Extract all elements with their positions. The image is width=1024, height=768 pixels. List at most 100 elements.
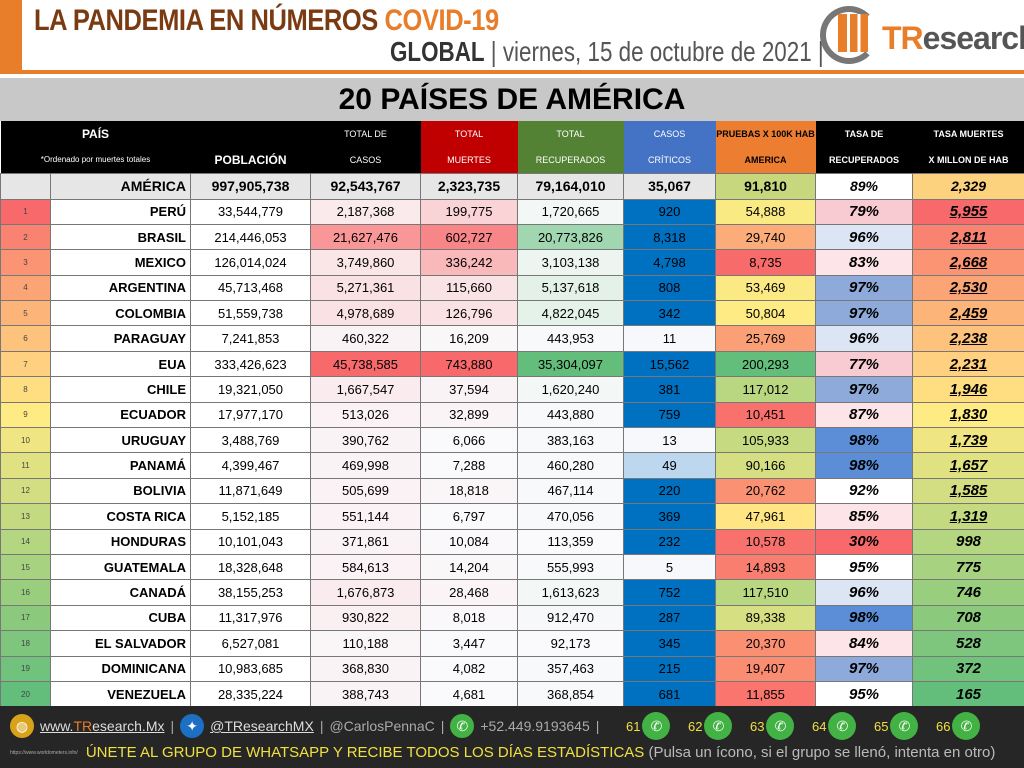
website-link[interactable]: www.TResearch.Mx <box>40 718 165 734</box>
whatsapp-group-button[interactable]: 61 ✆ <box>626 712 671 740</box>
country: HONDURAS <box>50 528 191 555</box>
whatsapp-icon[interactable]: ✆ <box>828 712 857 740</box>
countries-table: PAÍS TOTAL DE TOTAL TOTAL CASOS PRUEBAS … <box>0 121 1024 708</box>
title-main: LA PANDEMIA EN NÚMEROS <box>34 4 378 37</box>
deaths: 126,796 <box>420 300 518 327</box>
recovered: 470,056 <box>517 503 624 530</box>
death-rate: 2,329 <box>912 172 1024 200</box>
cases: 92,543,767 <box>310 172 421 200</box>
whatsapp-icon[interactable]: ✆ <box>704 712 733 740</box>
cases: 388,743 <box>310 680 421 708</box>
whatsapp-group-button[interactable]: 62 ✆ <box>688 712 733 740</box>
population: 17,977,170 <box>190 401 311 429</box>
whatsapp-group-button[interactable]: 65 ✆ <box>874 712 919 740</box>
recovery-rate: 97% <box>815 376 913 403</box>
cases: 371,861 <box>310 528 421 555</box>
recovered: 1,620,240 <box>517 376 624 403</box>
table-row: 9 ECUADOR 17,977,170 513,026 32,899 443,880 75… <box>0 401 1024 429</box>
cases: 390,762 <box>310 427 421 454</box>
tests: 117,510 <box>715 579 816 606</box>
cases: 460,322 <box>310 325 421 352</box>
table-row: 14 HONDURAS 10,101,043 371,861 10,084 113,359… <box>0 528 1024 555</box>
whatsapp-group-button[interactable]: 66 ✆ <box>936 712 981 740</box>
row-number: 10 <box>0 427 51 454</box>
group-number: 65 <box>874 718 889 734</box>
cases: 584,613 <box>310 553 421 581</box>
tests: 91,810 <box>715 172 816 200</box>
whatsapp-icon[interactable]: ✆ <box>890 712 919 740</box>
death-rate: 2,231 <box>912 350 1024 378</box>
recovered: 357,463 <box>517 655 624 682</box>
tests: 117,012 <box>715 376 816 403</box>
critical: 35,067 <box>623 172 716 200</box>
row-number: 18 <box>0 630 51 657</box>
critical: 920 <box>623 198 716 225</box>
cases: 5,271,361 <box>310 274 421 302</box>
critical: 752 <box>623 579 716 606</box>
deaths: 743,880 <box>420 350 518 378</box>
whatsapp-group-button[interactable]: 63 ✆ <box>750 712 795 740</box>
cases: 3,749,860 <box>310 249 421 276</box>
recovery-rate: 96% <box>815 223 913 251</box>
group-number: 63 <box>750 718 765 734</box>
country: VENEZUELA <box>50 680 191 708</box>
recovery-rate: 83% <box>815 249 913 276</box>
source-url[interactable]: https://www.worldometers.info/ <box>10 749 78 756</box>
deaths: 199,775 <box>420 198 518 225</box>
cases: 21,627,476 <box>310 223 421 251</box>
accent-bar <box>0 0 22 74</box>
phone-number[interactable]: +52.449.9193645 <box>480 718 590 734</box>
recovered: 467,114 <box>517 477 624 505</box>
critical: 4,798 <box>623 249 716 276</box>
critical: 15,562 <box>623 350 716 378</box>
recovery-rate: 95% <box>815 553 913 581</box>
group-number: 66 <box>936 718 951 734</box>
recovered: 92,173 <box>517 630 624 657</box>
death-rate: 2,530 <box>912 274 1024 302</box>
col-criticos: CASOS <box>623 121 716 147</box>
death-rate: 1,585 <box>912 477 1024 505</box>
whatsapp-icon[interactable]: ✆ <box>766 712 795 740</box>
recovered: 1,613,623 <box>517 579 624 606</box>
row-number: 13 <box>0 503 51 530</box>
author-handle[interactable]: @CarlosPennaC <box>329 718 435 734</box>
table-row: 20 VENEZUELA 28,335,224 388,743 4,681 368,854… <box>0 680 1024 708</box>
deaths: 3,447 <box>420 630 518 657</box>
recovery-rate: 85% <box>815 503 913 530</box>
country: MEXICO <box>50 249 191 276</box>
cases: 551,144 <box>310 503 421 530</box>
deaths: 14,204 <box>420 553 518 581</box>
col-muertes: TOTAL <box>420 121 518 147</box>
population: 4,399,467 <box>190 452 311 479</box>
whatsapp-group-button[interactable]: 64 ✆ <box>812 712 857 740</box>
cases: 513,026 <box>310 401 421 429</box>
group-number: 64 <box>812 718 827 734</box>
population: 28,335,224 <box>190 680 311 708</box>
country: AMÉRICA <box>50 172 191 200</box>
critical: 808 <box>623 274 716 302</box>
death-rate: 1,319 <box>912 503 1024 530</box>
critical: 5 <box>623 553 716 581</box>
twitter-link[interactable]: @TResearchMX <box>210 718 314 734</box>
tests: 90,166 <box>715 452 816 479</box>
death-rate: 1,830 <box>912 401 1024 429</box>
critical: 287 <box>623 604 716 632</box>
country: PERÚ <box>50 198 191 225</box>
recovered: 3,103,138 <box>517 249 624 276</box>
recovered: 79,164,010 <box>517 172 624 200</box>
whatsapp-icon[interactable]: ✆ <box>952 712 981 740</box>
deaths: 602,727 <box>420 223 518 251</box>
whatsapp-icon[interactable]: ✆ <box>642 712 671 740</box>
death-rate: 775 <box>912 553 1024 581</box>
table-row: 17 CUBA 11,317,976 930,822 8,018 912,470 287 89… <box>0 604 1024 632</box>
group-number: 62 <box>688 718 703 734</box>
critical: 681 <box>623 680 716 708</box>
recovery-rate: 97% <box>815 655 913 682</box>
recovery-rate: 77% <box>815 350 913 378</box>
death-rate: 746 <box>912 579 1024 606</box>
population: 33,544,779 <box>190 198 311 225</box>
row-number: 2 <box>0 223 51 251</box>
critical: 11 <box>623 325 716 352</box>
population: 126,014,024 <box>190 249 311 276</box>
population: 10,983,685 <box>190 655 311 682</box>
